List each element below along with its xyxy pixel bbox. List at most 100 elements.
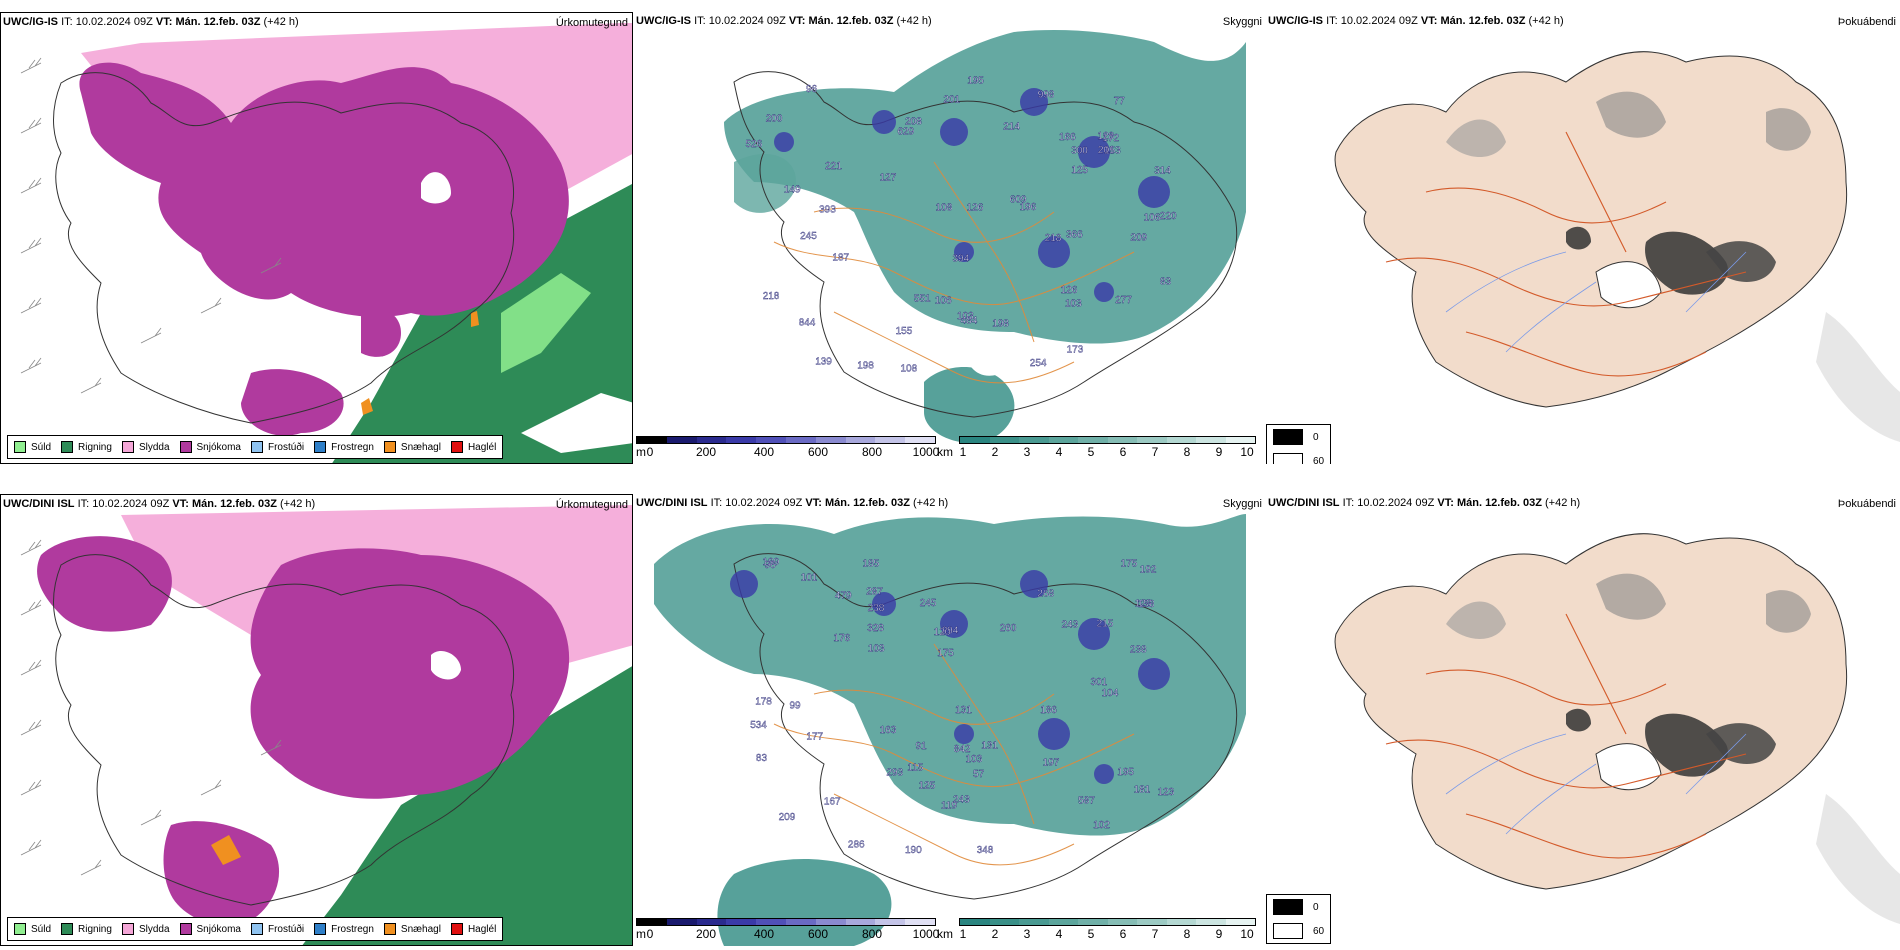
cloud-base-label: 243 — [953, 795, 970, 806]
fog-map-top — [1334, 51, 1900, 442]
panel-label: Úrkomutegund — [555, 499, 628, 511]
visibility-unit: km — [937, 445, 953, 459]
cloud-base-label: 186 — [1040, 705, 1057, 716]
tick-label: 1 — [959, 445, 967, 459]
legend-item: Slydda — [121, 923, 170, 935]
cloud-base-label: 185 — [863, 559, 880, 570]
legend-label: Súld — [31, 923, 52, 935]
panel-label: Skyggni — [1222, 16, 1262, 28]
precip-panel-bottom: UWC/DINI ISL IT: 10.02.2024 09Z VT: Mán.… — [0, 494, 633, 946]
tick-label: 2 — [991, 927, 999, 941]
legend-item: Snæhagl — [383, 441, 441, 453]
cloud-base-label: 479 — [835, 590, 852, 601]
legend-label: Frostúði — [267, 923, 305, 935]
cloud-base-label: 175 — [1121, 559, 1138, 570]
cloud-base-label: 128 — [1097, 131, 1114, 142]
cloud-base-label: 268 — [1037, 589, 1054, 600]
cloud-base-label: 131 — [955, 705, 972, 716]
cloud-base-label: 215 — [1097, 619, 1114, 630]
vt-value: Mán. 12.feb. 03Z — [1456, 497, 1542, 509]
cloud-base-label: 238 — [1130, 645, 1147, 656]
legend-swatch — [179, 441, 192, 453]
cloud-base-label: 218 — [1045, 233, 1062, 244]
legend-item: Frostregn — [314, 923, 374, 935]
cloud-base-label: 526 — [746, 139, 763, 150]
tick-label: 8 — [1183, 927, 1191, 941]
vt-value: Mán. 12.feb. 03Z — [808, 15, 894, 27]
tick-label: 400 — [753, 927, 775, 941]
legend-item: Snjókoma — [179, 441, 241, 453]
cloud-base-label: 551 — [914, 294, 931, 305]
it-value: 10.02.2024 09Z — [708, 15, 786, 27]
visibility-map-top: 195 629 187 153 139 126 106 172 103 96 166 201 300 22… — [724, 30, 1246, 443]
cloud-base-label: 998 — [1038, 90, 1055, 101]
vt-label: VT: — [172, 498, 189, 510]
tick-label: 200 — [695, 927, 717, 941]
cloud-base-label: 277 — [1115, 295, 1132, 306]
legend-swatch — [14, 441, 26, 453]
cloud-base-label: 173 — [1067, 345, 1084, 356]
panel-title: UWC/DINI ISL IT: 10.02.2024 09Z VT: Mán.… — [1268, 497, 1580, 509]
precip-legend-top: Súld Rigning Slydda Snjókoma Frostúði Fr… — [7, 435, 504, 459]
cloud-base-label: 127 — [880, 173, 897, 184]
cloud-base-label: 83 — [1160, 277, 1172, 288]
cloud-base-label: 300 — [1071, 146, 1088, 157]
cloud-base-label: 629 — [897, 127, 914, 138]
cloud-base-label: 218 — [763, 291, 780, 302]
it-label: IT: — [61, 16, 73, 28]
cloud-base-label: 842 — [954, 744, 971, 755]
tick-label: 2 — [991, 445, 999, 459]
it-value: 10.02.2024 09Z — [1340, 15, 1418, 27]
cloud-base-label: 108 — [936, 203, 953, 214]
cloud-base-label: 294 — [942, 625, 959, 636]
cloud-base-label: 314 — [1154, 166, 1171, 177]
legend-label: Haglél — [467, 923, 497, 935]
cloud-base-label: 301 — [1091, 677, 1108, 688]
tick-label: 3 — [1023, 445, 1031, 459]
tick-label: 9 — [1215, 927, 1223, 941]
cloud-base-label: 176 — [833, 633, 850, 644]
legend-swatch — [383, 923, 396, 935]
vt-label: VT: — [155, 16, 173, 28]
tick-label: 6 — [1119, 445, 1127, 459]
cloud-base-label: 163 — [880, 725, 897, 736]
fog-map-bottom — [1334, 533, 1900, 924]
cloud-base-label: 103 — [957, 311, 974, 322]
fog-legend-bottom: 0 60 — [1266, 894, 1332, 944]
cloud-base-label: 609 — [1010, 195, 1027, 206]
cloud-base-label: 245 — [800, 231, 817, 242]
legend-label: Snjókoma — [196, 923, 241, 935]
legend-item: Frostúði — [250, 441, 304, 453]
legend-label: Rigning — [78, 923, 112, 935]
tick-label: 1000 — [912, 927, 940, 941]
visibility-colorbar-top: km 1 2 3 4 5 6 7 8 9 10 — [937, 436, 1256, 462]
legend-item: Rigning — [61, 923, 112, 935]
legend-label: Haglél — [467, 441, 497, 453]
cloud-base-label: 106 — [935, 296, 952, 307]
cloud-base-label: 172 — [1102, 133, 1119, 144]
precip-map-top — [20, 23, 632, 463]
cloud-base-label: 138 — [1138, 599, 1155, 610]
cloud-base-colorbar-top: m 0 200 400 600 800 1000 — [636, 436, 939, 462]
cloud-base-label: 254 — [1030, 358, 1047, 369]
fog-tick: 60 — [1313, 455, 1325, 465]
precip-map-bottom — [20, 505, 632, 945]
cloud-base-label: 91 — [916, 741, 928, 752]
cloud-base-label: 115 — [907, 763, 923, 774]
cloud-base-label: 287 — [866, 587, 883, 598]
cloud-base-label: 187 — [832, 253, 849, 264]
legend-item: Haglél — [450, 441, 497, 453]
lead-time: (+42 h) — [1528, 15, 1564, 27]
panel-label: Þokuábendi — [1837, 16, 1896, 28]
cloud-base-label: 106 — [1144, 213, 1161, 224]
it-label: IT: — [710, 497, 723, 509]
legend-item: Frostúði — [250, 923, 305, 935]
it-label: IT: — [1342, 497, 1355, 509]
cloud-base-label: 102 — [1093, 820, 1110, 831]
legend-swatch — [450, 923, 463, 935]
cloud-base-label: 57 — [973, 769, 985, 780]
tick-label: 3 — [1023, 927, 1031, 941]
legend-swatch — [383, 441, 396, 453]
legend-label: Frostregn — [331, 441, 374, 453]
legend-item: Súld — [14, 923, 51, 935]
